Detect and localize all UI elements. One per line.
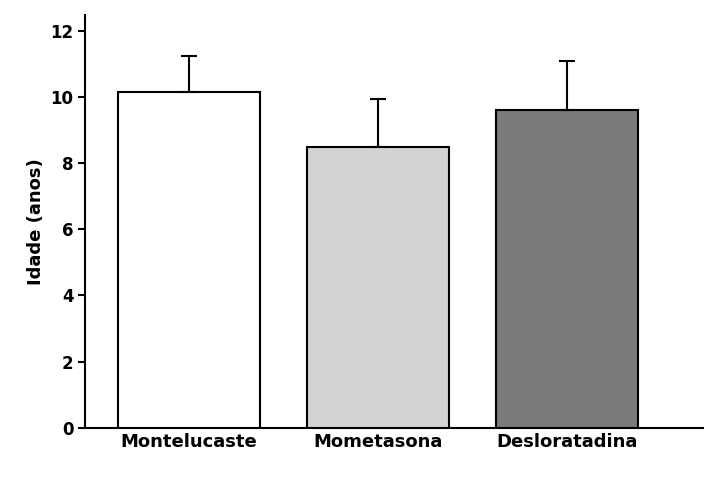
- Bar: [307, 147, 449, 428]
- Y-axis label: Idade (anos): Idade (anos): [27, 158, 45, 284]
- Bar: [119, 92, 260, 428]
- Bar: [496, 110, 638, 428]
